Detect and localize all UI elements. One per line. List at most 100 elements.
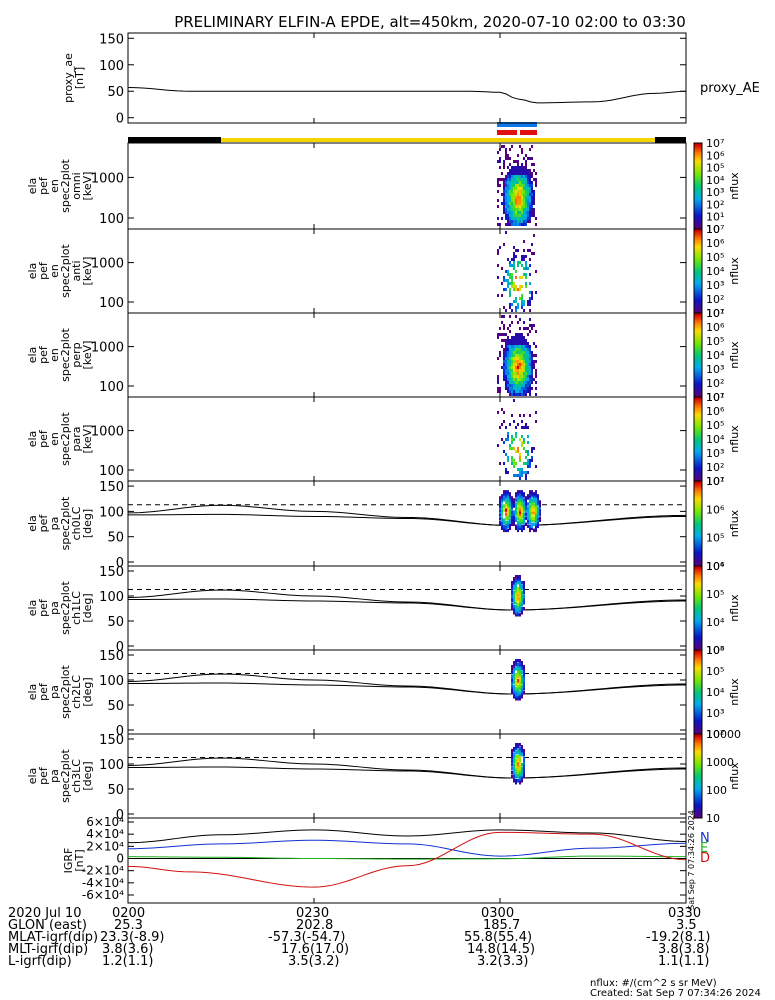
pitch-angle-cell xyxy=(521,689,523,693)
colorbar-cell xyxy=(694,483,702,486)
spectrogram-cell xyxy=(513,196,515,199)
spectrogram-cell xyxy=(497,336,499,339)
colorbar-cell xyxy=(694,740,702,743)
spectrogram-cell xyxy=(507,154,509,157)
spectrogram-cell xyxy=(531,363,533,366)
pitch-angle-cell xyxy=(523,765,525,769)
pitch-angle-cell xyxy=(515,697,517,701)
spectrogram-cell xyxy=(521,426,523,429)
colorbar-cell xyxy=(694,300,702,303)
colorbar-tick-label: 10⁶ xyxy=(706,503,725,516)
pitch-angle-cell xyxy=(499,516,501,520)
pitch-angle-cell xyxy=(515,691,517,695)
spectrogram-cell xyxy=(505,384,507,387)
pitch-angle-cell xyxy=(513,689,515,693)
spectrogram-cell xyxy=(497,181,499,184)
spectrogram-cell xyxy=(513,369,515,372)
spectrogram-cell xyxy=(509,184,511,187)
pitch-angle-cell xyxy=(519,683,521,687)
pitch-angle-cell xyxy=(511,587,513,591)
colorbar-cell xyxy=(694,233,702,236)
footer-row-label: MLAT-igrf(dip) xyxy=(8,930,99,945)
colorbar-cell xyxy=(694,652,702,655)
spectrogram-cell xyxy=(503,411,505,414)
pitch-angle-cell xyxy=(533,516,535,520)
spectrogram-cell xyxy=(499,157,501,160)
legend-entry: D xyxy=(700,851,710,866)
spectrogram-cell xyxy=(499,426,501,429)
panel-frame xyxy=(127,32,687,124)
pitch-angle-cell xyxy=(537,516,539,520)
spectrogram-cell xyxy=(527,267,529,270)
pitch-angle-cell xyxy=(539,518,541,522)
spectrogram-cell xyxy=(529,384,531,387)
spectrogram-cell xyxy=(523,339,525,342)
spectrogram-cell xyxy=(525,276,527,279)
pitch-angle-cell xyxy=(523,504,525,508)
spectrogram-cell xyxy=(515,348,517,351)
spectrogram-cell xyxy=(527,205,529,208)
spectrogram-cell xyxy=(513,223,515,226)
spectrogram-cell xyxy=(497,375,499,378)
pitch-angle-cell xyxy=(539,516,541,520)
y-axis-label: pa xyxy=(48,601,61,615)
pitch-angle-cell xyxy=(521,494,523,498)
colorbar-cell xyxy=(694,553,702,556)
y-axis-label: [keV] xyxy=(81,172,94,201)
pitch-angle-cell xyxy=(523,518,525,522)
spectrogram-cell xyxy=(513,363,515,366)
colorbar-cell xyxy=(694,190,702,193)
spectrogram-cell xyxy=(515,184,517,187)
spectrogram-cell xyxy=(517,196,519,199)
spectrogram-cell xyxy=(505,369,507,372)
spectrogram-cell xyxy=(513,339,515,342)
pitch-angle-cell xyxy=(517,581,519,585)
pitch-angle-cell xyxy=(513,677,515,681)
footer-value: 3.5(3.2) xyxy=(288,954,340,969)
pitch-angle-cell xyxy=(521,520,523,524)
pitch-angle-cell xyxy=(521,775,523,779)
spectrogram-cell xyxy=(523,321,525,324)
spectrogram-cell xyxy=(511,321,513,324)
colorbar-cell xyxy=(694,549,702,552)
pitch-angle-cell xyxy=(511,677,513,681)
spectrogram-cell xyxy=(531,208,533,211)
pitch-angle-cell xyxy=(515,673,517,677)
pitch-angle-cell xyxy=(511,689,513,693)
spectrogram-cell xyxy=(513,462,515,465)
colorbar-cell xyxy=(694,687,702,691)
pitch-angle-cell xyxy=(501,522,503,527)
pitch-angle-cell xyxy=(519,753,521,757)
pitch-angle-cell xyxy=(513,663,515,667)
spectrogram-cell xyxy=(505,342,507,345)
spectrogram-cell xyxy=(531,172,533,175)
spectrogram-cell xyxy=(531,184,533,187)
colorbar-cell xyxy=(694,401,702,404)
colorbar-cell xyxy=(694,327,702,331)
pitch-angle-cell xyxy=(519,526,521,531)
spectrogram-cell xyxy=(509,264,511,267)
spectrogram-cell xyxy=(529,375,531,378)
spectrogram-cell xyxy=(517,351,519,354)
spectrogram-cell xyxy=(515,378,517,381)
spectrogram-cell xyxy=(509,393,511,396)
colorbar-cell xyxy=(694,736,702,739)
spectrogram-cell xyxy=(519,453,521,456)
pitch-angle-cell xyxy=(535,508,537,512)
spectrogram-cell xyxy=(519,211,521,214)
pitch-angle-cell xyxy=(517,775,519,779)
spectrogram-cell xyxy=(513,399,515,402)
spectrogram-cell xyxy=(529,184,531,187)
spectrogram-cell xyxy=(515,363,517,366)
colorbar-cell xyxy=(694,767,702,771)
pitch-angle-cell xyxy=(503,498,505,502)
pitch-angle-cell xyxy=(521,751,523,755)
spectrogram-cell xyxy=(509,384,511,387)
spectrogram-cell xyxy=(503,420,505,423)
colorbar-tick-label: 10² xyxy=(706,461,724,474)
spectrogram-cell xyxy=(531,381,533,384)
spectrogram-cell xyxy=(521,255,523,258)
spectrogram-cell xyxy=(509,172,511,175)
spectrogram-cell xyxy=(509,363,511,366)
footer-value: 3.8(3.6) xyxy=(102,942,154,957)
